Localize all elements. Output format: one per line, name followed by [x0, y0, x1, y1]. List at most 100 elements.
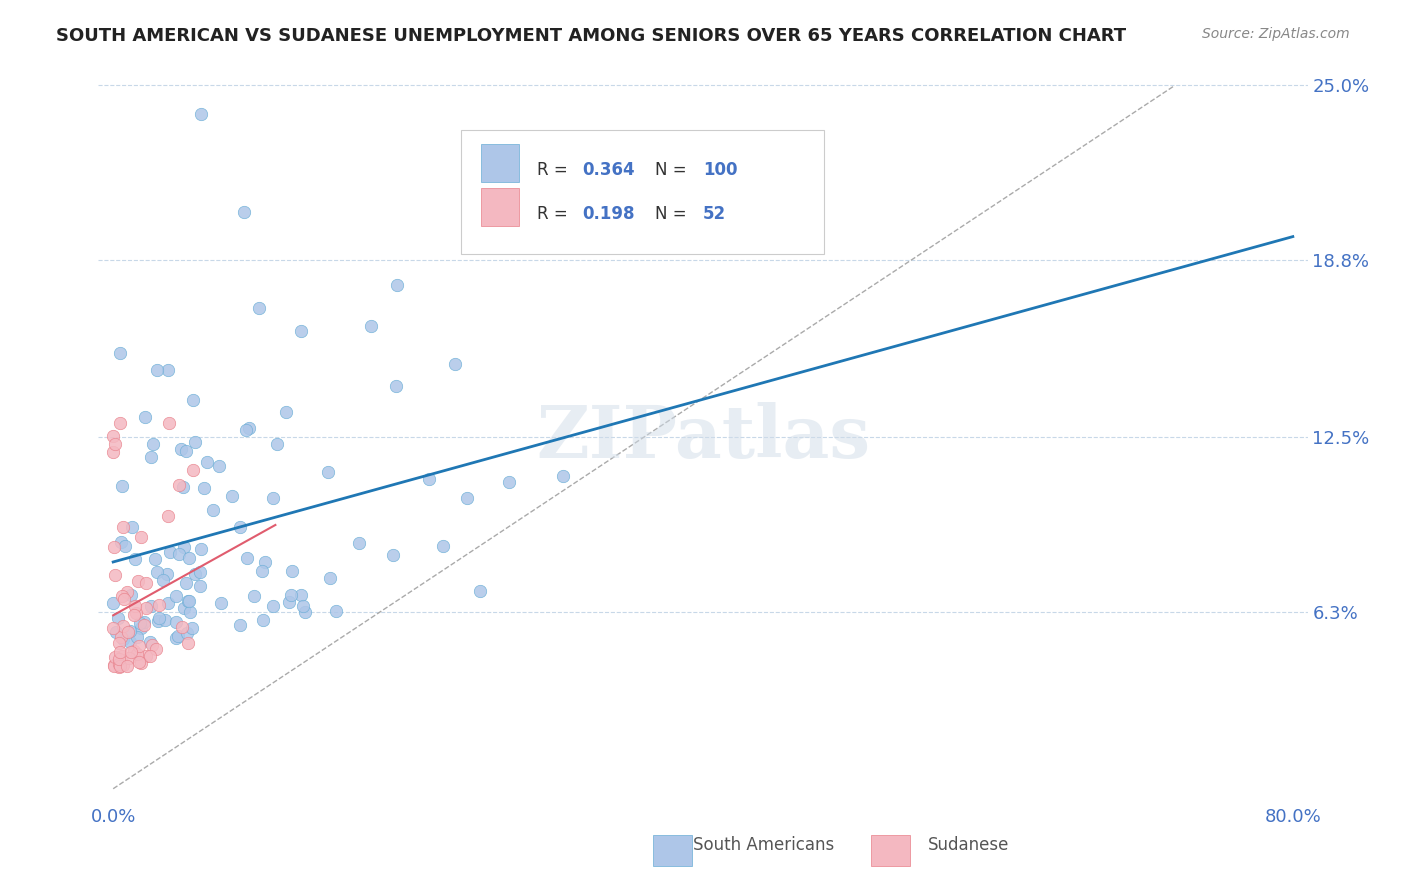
- Point: [294, 605, 316, 619]
- Point: [120, 588, 142, 602]
- Point: [143, 551, 166, 566]
- Point: [193, 481, 215, 495]
- Point: [135, 649, 157, 664]
- Point: [101, 429, 124, 443]
- Text: R =: R =: [537, 205, 574, 223]
- Point: [141, 599, 163, 613]
- Point: [141, 639, 163, 653]
- Point: [190, 542, 212, 557]
- Point: [145, 362, 167, 376]
- Point: [418, 472, 440, 486]
- Point: [221, 489, 243, 503]
- Text: ZIPatlas: ZIPatlas: [536, 401, 870, 473]
- Point: [184, 567, 207, 582]
- Point: [157, 508, 180, 523]
- FancyBboxPatch shape: [872, 835, 910, 866]
- FancyBboxPatch shape: [461, 130, 824, 254]
- Point: [159, 545, 181, 559]
- Point: [385, 379, 408, 393]
- Point: [124, 551, 146, 566]
- Point: [262, 599, 284, 613]
- Point: [104, 436, 127, 450]
- Point: [135, 600, 157, 615]
- Point: [190, 106, 212, 120]
- Point: [125, 630, 148, 644]
- Point: [250, 564, 273, 578]
- Point: [108, 660, 131, 674]
- Point: [209, 596, 232, 610]
- Text: R =: R =: [537, 161, 574, 179]
- Point: [290, 325, 312, 339]
- Point: [125, 647, 148, 661]
- Point: [115, 659, 138, 673]
- Point: [132, 615, 155, 630]
- Point: [292, 599, 315, 614]
- Point: [553, 469, 575, 483]
- Point: [110, 534, 132, 549]
- Point: [167, 629, 190, 643]
- Point: [278, 594, 301, 608]
- Point: [134, 409, 156, 424]
- Point: [228, 617, 250, 632]
- Point: [112, 592, 135, 607]
- Point: [111, 658, 134, 673]
- Point: [381, 548, 404, 562]
- Point: [173, 600, 195, 615]
- Point: [235, 423, 257, 437]
- Point: [129, 616, 152, 631]
- Point: [247, 301, 270, 315]
- Point: [131, 621, 153, 635]
- Point: [174, 576, 197, 591]
- Point: [181, 463, 204, 477]
- Text: 100: 100: [703, 161, 738, 179]
- Point: [148, 611, 170, 625]
- Point: [107, 610, 129, 624]
- FancyBboxPatch shape: [481, 187, 519, 226]
- Point: [347, 536, 370, 550]
- Point: [146, 614, 169, 628]
- Point: [229, 520, 252, 534]
- Point: [195, 455, 218, 469]
- Point: [110, 659, 132, 673]
- Point: [156, 595, 179, 609]
- Point: [290, 588, 312, 602]
- Point: [498, 475, 520, 489]
- Point: [108, 346, 131, 360]
- Point: [104, 649, 127, 664]
- Point: [128, 639, 150, 653]
- Point: [132, 618, 155, 632]
- Text: N =: N =: [655, 205, 692, 223]
- Text: SOUTH AMERICAN VS SUDANESE UNEMPLOYMENT AMONG SENIORS OVER 65 YEARS CORRELATION : SOUTH AMERICAN VS SUDANESE UNEMPLOYMENT …: [56, 27, 1126, 45]
- Point: [153, 613, 176, 627]
- Point: [242, 589, 264, 603]
- Point: [104, 568, 127, 582]
- Point: [108, 657, 131, 671]
- Point: [170, 620, 193, 634]
- Point: [118, 634, 141, 648]
- Point: [152, 573, 174, 587]
- Point: [319, 571, 342, 585]
- Point: [280, 564, 302, 578]
- Text: Sudanese: Sudanese: [928, 836, 1010, 854]
- Text: South Americans: South Americans: [693, 836, 834, 854]
- Point: [129, 530, 152, 544]
- Point: [124, 599, 146, 614]
- Point: [165, 589, 187, 603]
- Point: [179, 551, 201, 566]
- Text: 0.364: 0.364: [582, 161, 634, 179]
- Point: [108, 645, 131, 659]
- Point: [112, 619, 135, 633]
- Point: [118, 624, 141, 638]
- Point: [174, 444, 197, 458]
- Point: [107, 636, 129, 650]
- Point: [184, 434, 207, 449]
- Point: [111, 479, 134, 493]
- Point: [444, 357, 467, 371]
- Point: [280, 588, 302, 602]
- Point: [432, 539, 454, 553]
- Point: [170, 442, 193, 456]
- Point: [172, 480, 194, 494]
- Point: [139, 634, 162, 648]
- Point: [103, 621, 125, 635]
- Point: [142, 436, 165, 450]
